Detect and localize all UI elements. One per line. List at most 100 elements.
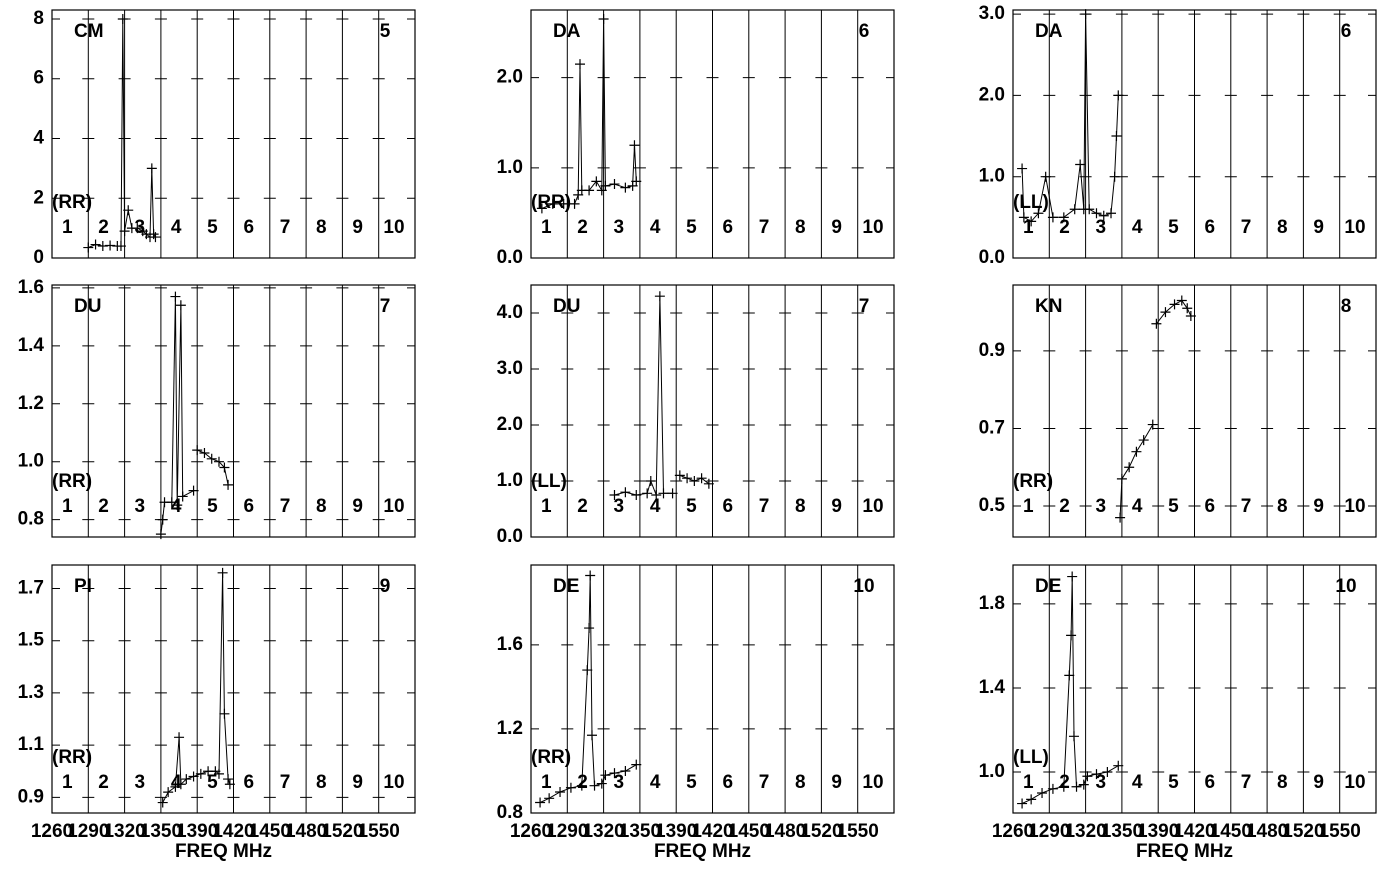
spw-label: 10 [862, 217, 883, 238]
data-point [1169, 299, 1180, 310]
data-point [219, 708, 230, 719]
spw-label: 4 [1132, 496, 1143, 517]
data-point [620, 765, 631, 776]
spw-label: 7 [759, 217, 770, 238]
spw-label: 1 [62, 217, 73, 238]
data-line [162, 572, 231, 803]
data-point [1116, 473, 1127, 484]
spw-label: 7 [1241, 772, 1252, 793]
y-tick-label: 6 [33, 68, 44, 89]
spw-label: 9 [352, 496, 363, 517]
data-point [175, 300, 186, 311]
y-tick-label: 1.8 [979, 593, 1005, 614]
data-point [1091, 769, 1102, 780]
spw-label: 7 [280, 496, 291, 517]
data-point [217, 567, 228, 578]
data-point [645, 476, 656, 486]
spw-label: 5 [207, 772, 218, 793]
y-tick-label: 1.1 [18, 734, 45, 755]
data-point [1131, 446, 1142, 457]
x-tick-label: 1520 [800, 821, 842, 842]
y-tick-label: 1.2 [497, 718, 523, 739]
x-tick-label: 1260 [31, 821, 73, 842]
data-point [535, 797, 546, 808]
data-point [163, 787, 174, 798]
x-tick-label: 1480 [1246, 821, 1288, 842]
spw-label: 10 [1344, 772, 1365, 793]
spw-label: 6 [1204, 496, 1215, 517]
data-point [223, 479, 234, 490]
data-point [631, 176, 642, 187]
x-tick-label: 1290 [67, 821, 109, 842]
x-axis-label: FREQ MHz [1136, 841, 1233, 862]
y-tick-label: 2.0 [497, 67, 523, 88]
data-point [213, 768, 224, 779]
data-point [1067, 571, 1078, 582]
data-point [1075, 159, 1086, 170]
spw-label: 6 [243, 217, 254, 238]
panel-number: 9 [380, 576, 391, 597]
data-point [119, 226, 130, 237]
data-point [117, 13, 128, 24]
spw-label: 1 [1023, 772, 1034, 793]
spw-label: 4 [650, 217, 661, 238]
data-point [658, 488, 669, 499]
data-line [1021, 14, 1119, 223]
data-point [1069, 204, 1080, 215]
data-point [1047, 783, 1058, 794]
spw-label: 4 [650, 496, 661, 517]
x-tick-label: 1550 [358, 821, 400, 842]
data-point [703, 478, 714, 489]
data-point [558, 198, 569, 209]
spw-label: 3 [135, 772, 146, 793]
y-tick-label: 0.0 [497, 247, 523, 268]
polarization-label: (RR) [52, 471, 92, 492]
data-point [1160, 307, 1171, 318]
data-point [582, 665, 593, 676]
data-point [584, 185, 595, 196]
data-point [132, 223, 143, 234]
data-point [1040, 171, 1051, 182]
polarization-label: (LL) [1013, 192, 1049, 213]
data-point [576, 780, 587, 791]
data-point [115, 241, 126, 252]
spw-label: 8 [1277, 217, 1288, 238]
panel-number: 6 [859, 21, 870, 42]
panel-number: 6 [1341, 21, 1352, 42]
data-point [123, 205, 134, 216]
data-point [555, 786, 566, 797]
polarization-label: (LL) [1013, 747, 1049, 768]
spw-label: 1 [1023, 496, 1034, 517]
y-tick-label: 1.6 [18, 277, 44, 298]
data-point [689, 476, 700, 486]
panel-number: 10 [853, 576, 874, 597]
x-tick-label: 1480 [285, 821, 327, 842]
data-point [1026, 794, 1037, 805]
data-point [1102, 767, 1113, 778]
spw-label: 10 [862, 496, 883, 517]
spw-label: 9 [352, 217, 363, 238]
spw-label: 8 [316, 496, 327, 517]
spw-label: 8 [1277, 772, 1288, 793]
data-point [1106, 208, 1117, 219]
data-point [600, 180, 611, 191]
y-tick-label: 1.4 [18, 335, 45, 356]
polarization-label: (RR) [531, 747, 571, 768]
x-tick-label: 1290 [1028, 821, 1070, 842]
spw-label: 9 [831, 772, 842, 793]
spw-label: 9 [1313, 217, 1324, 238]
data-point [181, 774, 192, 785]
data-point [651, 490, 662, 500]
source-label: DA [553, 21, 581, 42]
source-label: DU [553, 296, 580, 317]
data-point [1084, 204, 1095, 215]
data-point [157, 797, 168, 808]
y-tick-label: 0.8 [497, 802, 523, 823]
y-tick-label: 4.0 [497, 302, 523, 323]
y-tick-label: 0.0 [497, 526, 523, 547]
x-tick-label: 1290 [546, 821, 588, 842]
data-point [1182, 303, 1193, 314]
x-tick-label: 1420 [1173, 821, 1215, 842]
spw-label: 7 [280, 772, 291, 793]
data-point [1064, 670, 1075, 681]
